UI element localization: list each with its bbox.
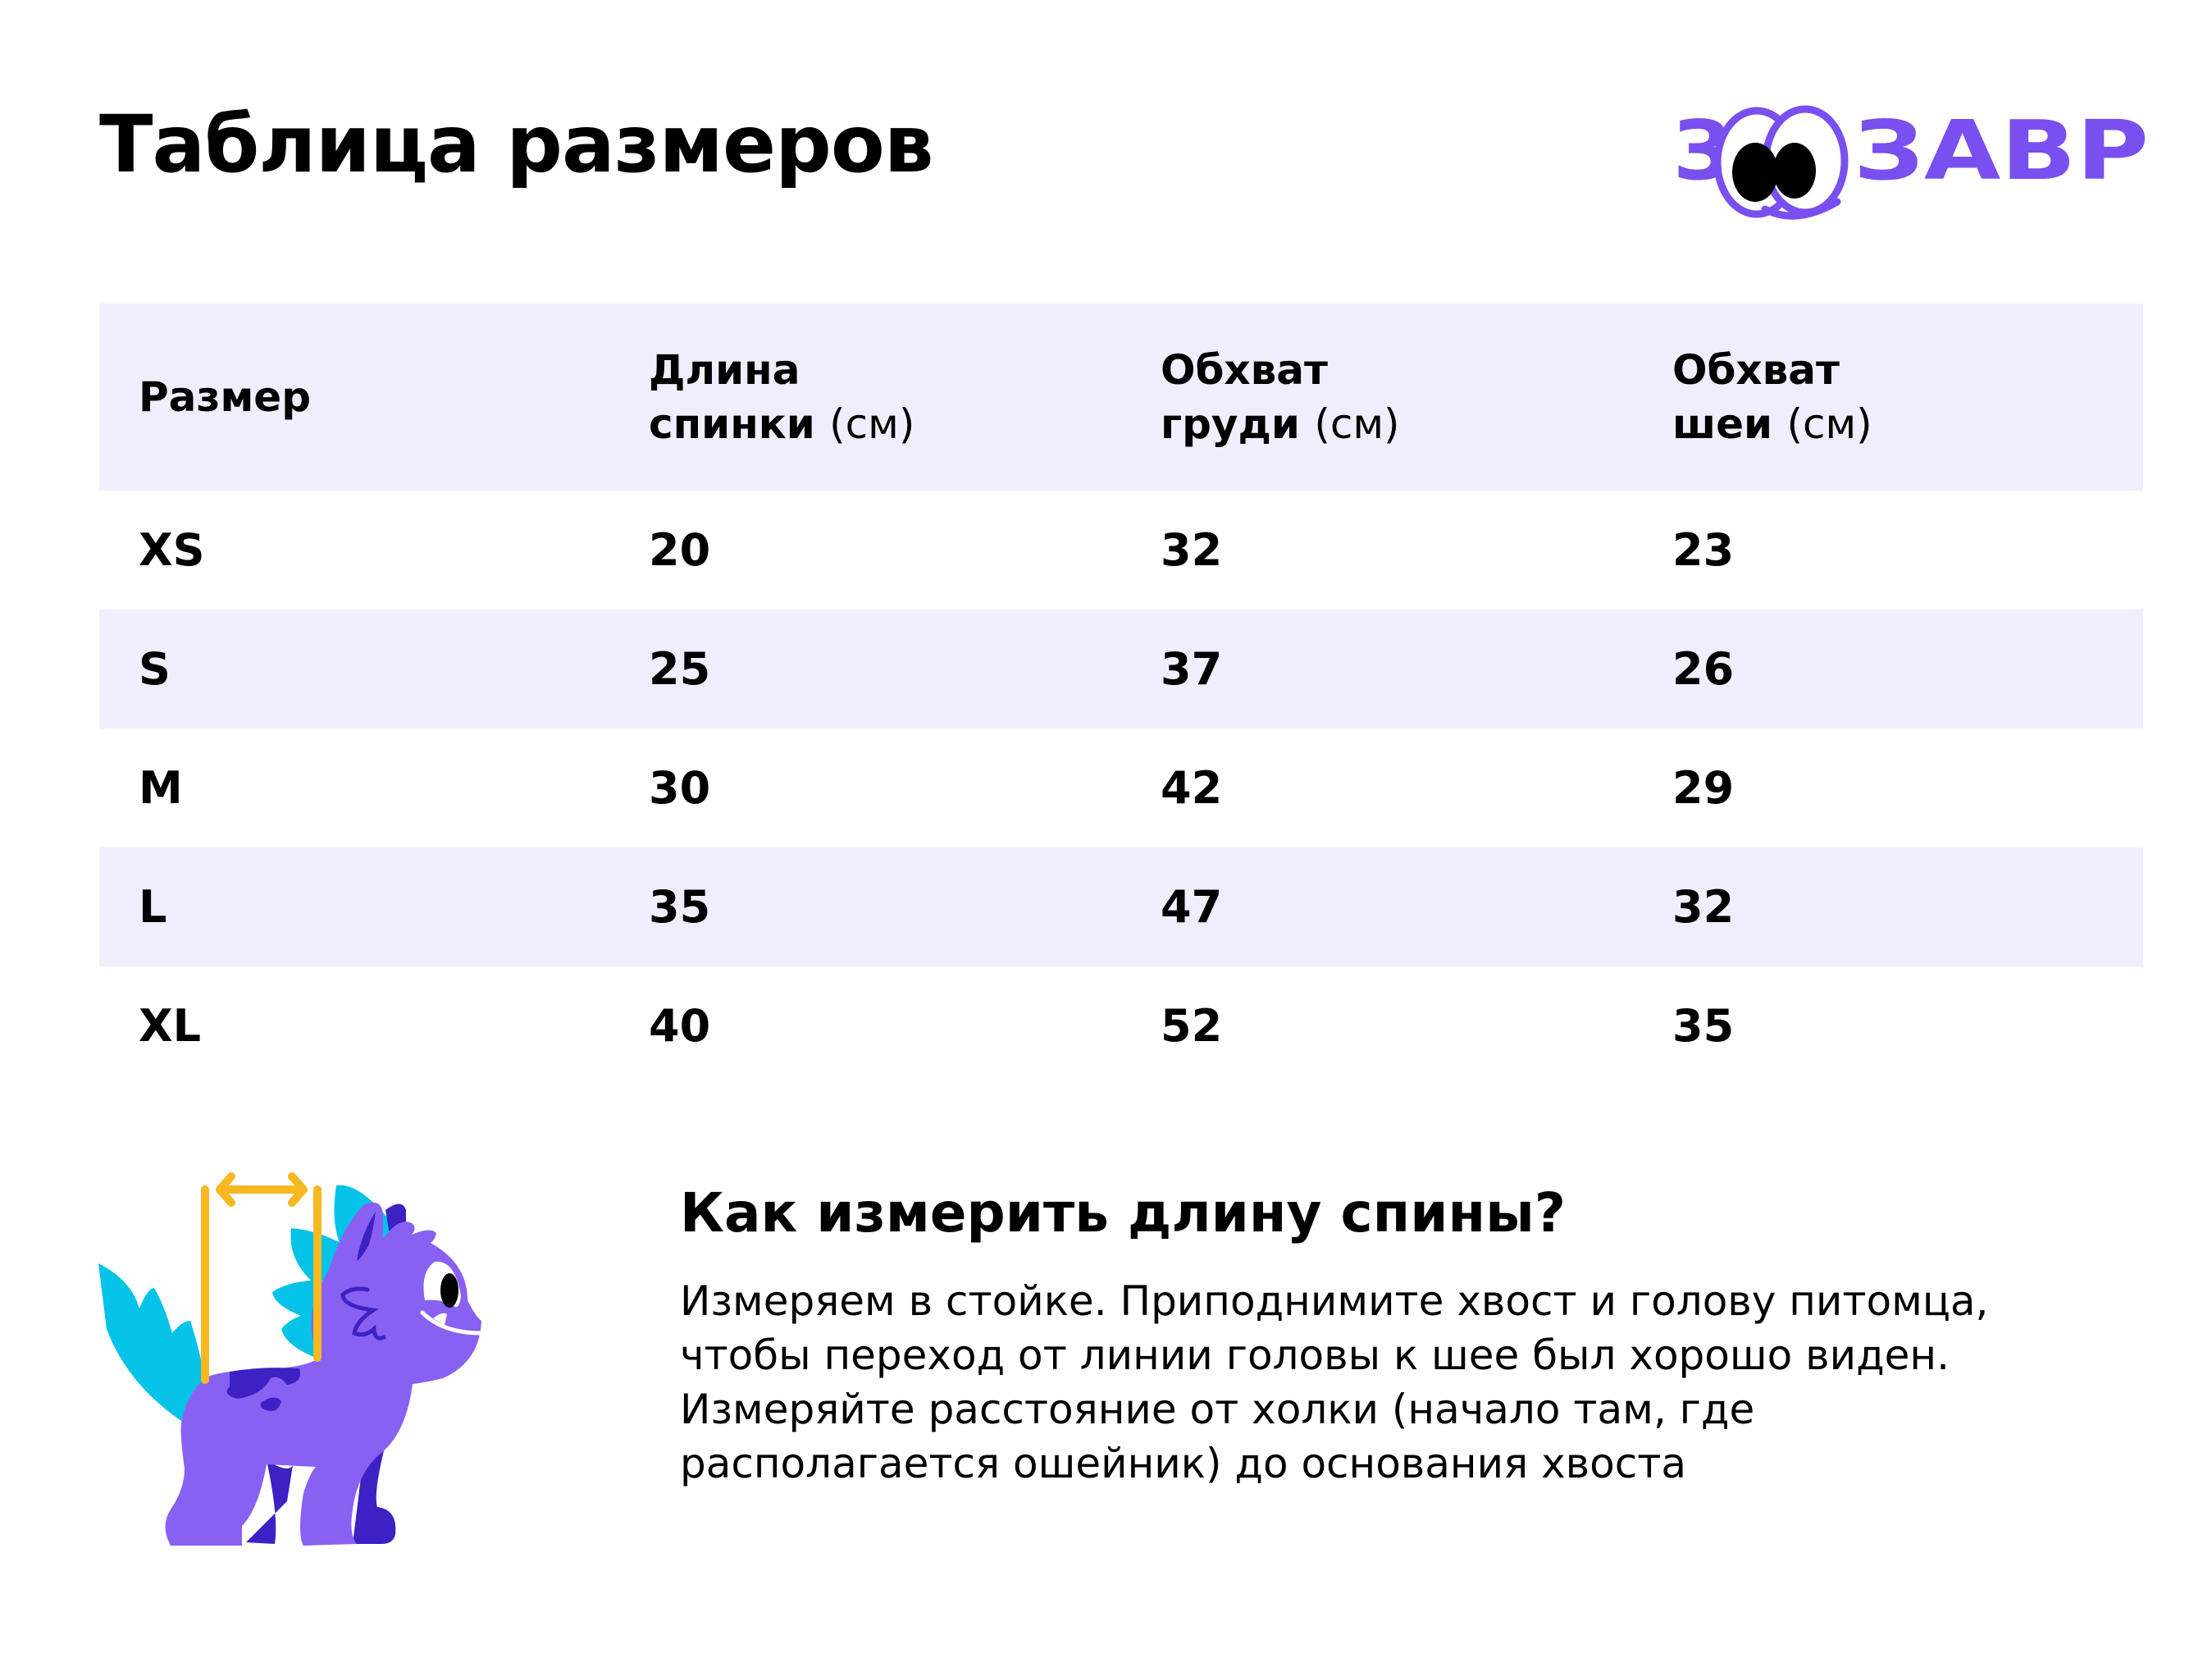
neck-cell: 35 (1672, 1000, 1735, 1052)
header-neck: Обхват шеи (см) (1672, 346, 1872, 448)
back-length-cell: 40 (649, 1000, 711, 1052)
chest-cell: 42 (1161, 762, 1223, 814)
back-length-cell: 25 (649, 643, 711, 695)
neck-cell: 32 (1672, 881, 1735, 933)
header-back-length: Длина спинки (см) (649, 346, 915, 448)
size-cell: S (139, 643, 171, 695)
how-to-measure-section: Как измерить длину спины? Измеряем в сто… (680, 1181, 2074, 1491)
size-cell: L (139, 881, 167, 933)
header-size: Размер (139, 373, 312, 421)
chest-cell: 37 (1161, 643, 1223, 695)
size-table: Размер Длина спинки (см) Обхват груди (см)… (99, 304, 2143, 1085)
how-to-measure-text: Измеряем в стойке. Приподнимите хвост и … (680, 1277, 1989, 1487)
back-length-cell: 20 (649, 524, 711, 576)
back-length-cell: 30 (649, 762, 711, 814)
chest-cell: 32 (1161, 524, 1223, 576)
how-to-measure-heading: Как измерить длину спины? (680, 1181, 1567, 1245)
chest-cell: 47 (1161, 881, 1223, 933)
page-title: Таблица размеров (99, 98, 934, 190)
zoozavr-logo: З ЗАВР (1673, 103, 2149, 220)
size-cell: XS (139, 524, 205, 576)
table-row: XL 40 52 35 (99, 966, 2143, 1085)
svg-text:ЗАВР: ЗАВР (1854, 103, 2149, 199)
table-header-row: Размер Длина спинки (см) Обхват груди (см)… (99, 304, 2143, 491)
dragon-measure-illustration (98, 1172, 484, 1546)
table-row: S 25 37 26 (99, 610, 2143, 729)
size-cell: XL (139, 1000, 202, 1052)
neck-cell: 26 (1672, 643, 1735, 695)
table-row: L 35 47 32 (99, 847, 2143, 966)
size-cell: M (139, 762, 183, 814)
neck-cell: 29 (1672, 762, 1735, 814)
header-chest: Обхват груди (см) (1161, 346, 1400, 448)
chest-cell: 52 (1161, 1000, 1223, 1052)
table-row: M 30 42 29 (99, 729, 2143, 847)
neck-cell: 23 (1672, 524, 1735, 576)
back-length-cell: 35 (649, 881, 711, 933)
table-row: XS 20 32 23 (99, 491, 2143, 610)
